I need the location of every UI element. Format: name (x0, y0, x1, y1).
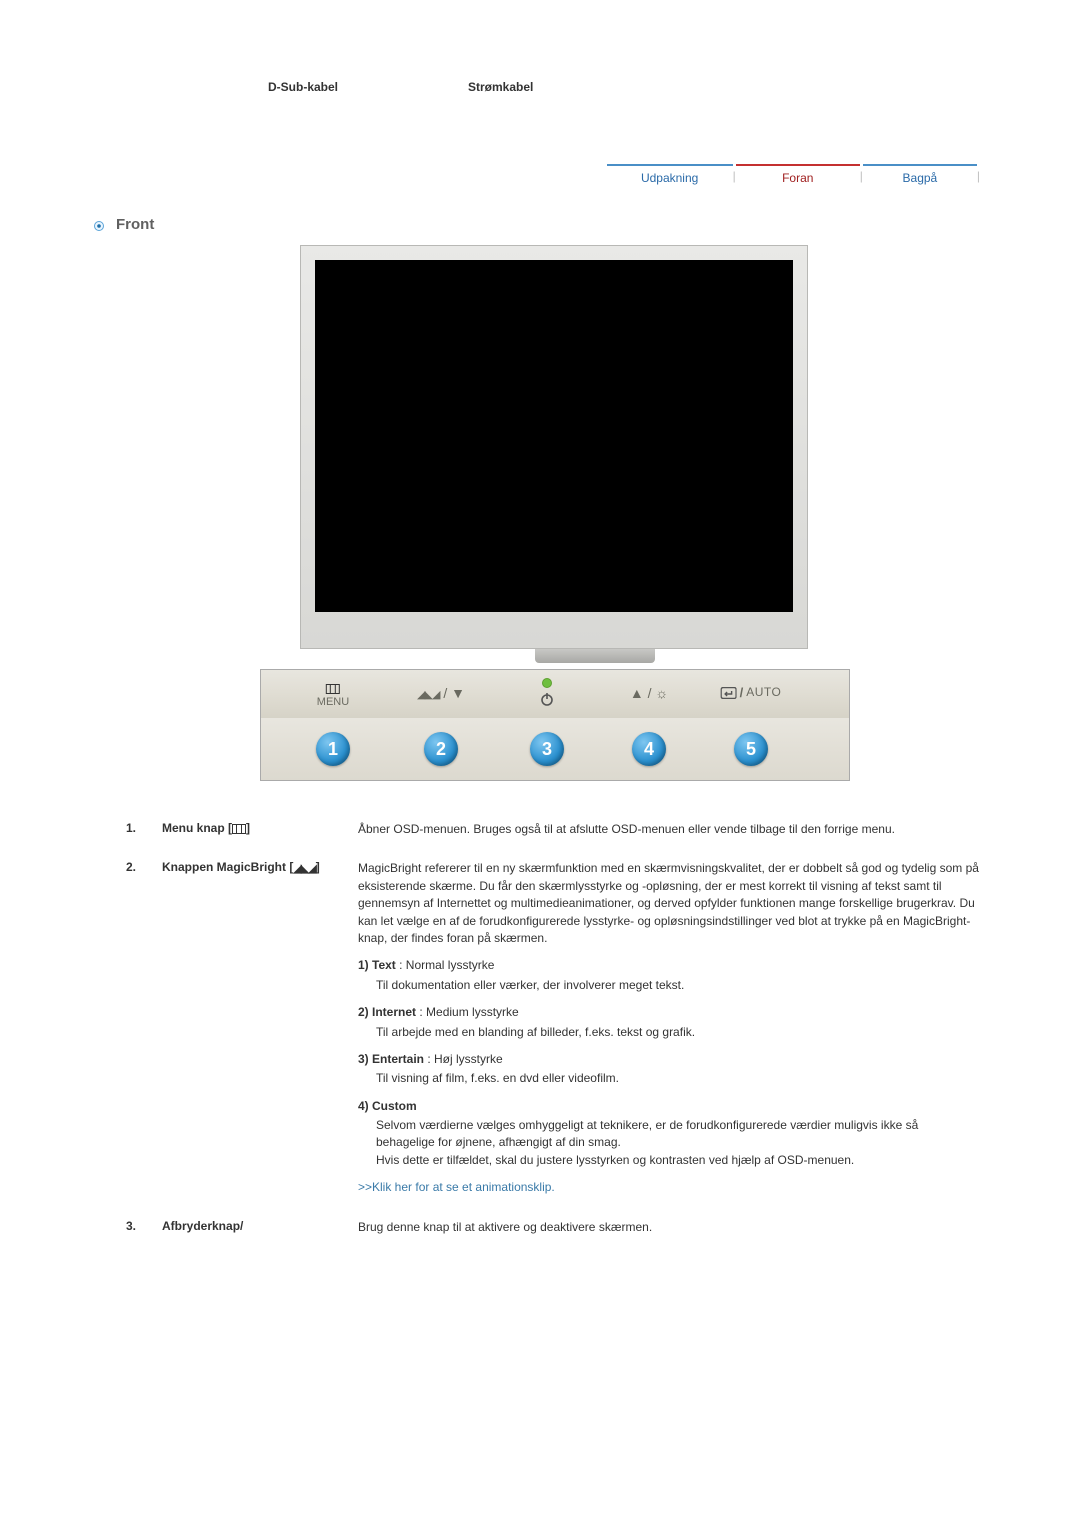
mode-custom-head: 4) Custom (358, 1098, 980, 1115)
menu-icon (317, 680, 349, 695)
def-desc-2-main: MagicBright refererer til en ny skærmfun… (358, 860, 980, 947)
bezel-brand (315, 626, 317, 635)
mode-custom-body: Selvom værdierne vælges omhyggeligt at t… (376, 1117, 980, 1169)
monitor-bezel (300, 245, 808, 649)
bullet-icon (94, 220, 104, 230)
def-term-2-after: ] (316, 860, 320, 874)
badge-3: 3 (530, 732, 564, 766)
tab-foran[interactable]: Foran (736, 164, 860, 191)
monitor-bezel-bottom (315, 620, 793, 640)
button-power[interactable] (539, 678, 555, 710)
label-dsub: D-Sub-kabel (268, 80, 338, 94)
def-num-3: 3. (126, 1219, 156, 1236)
panel-top: MENU ◢◣◢ / ▼ (261, 670, 849, 718)
monitor-figure: MENU ◢◣◢ / ▼ (100, 245, 980, 781)
section-header: Front (100, 216, 980, 233)
label-power-cable: Strømkabel (468, 80, 533, 94)
mode-text-head-bold: 1) Text (358, 958, 396, 972)
bezel-ctrls (553, 626, 555, 635)
tab-udpakning[interactable]: Udpakning (607, 164, 733, 191)
mode-entertain-body: Til visning af film, f.eks. en dvd eller… (376, 1070, 980, 1087)
def-term-3: Afbryderknap/ (162, 1219, 352, 1236)
def-desc-3: Brug denne knap til at aktivere og deakt… (358, 1219, 980, 1236)
mode-entertain-head-rest: : Høj lysstyrke (424, 1052, 503, 1066)
mode-text-head: 1) Text : Normal lysstyrke (358, 957, 980, 974)
mode-custom-head-bold: 4) Custom (358, 1099, 417, 1113)
power-icon (539, 691, 555, 710)
tabs-row: Udpakning | Foran | Bagpå | (100, 164, 980, 191)
badge-2: 2 (424, 732, 458, 766)
mode-custom: 4) Custom Selvom værdierne vælges omhygg… (358, 1098, 980, 1170)
definitions-list: 1. Menu knap [] Åbner OSD-menuen. Bruges… (126, 821, 980, 1236)
def-term-1: Menu knap [] (162, 821, 352, 838)
button-enter-auto[interactable]: / AUTO (721, 686, 782, 702)
menu-icon (232, 824, 246, 834)
top-labels-row: D-Sub-kabel Strømkabel (100, 80, 980, 94)
magicbright-down-icon: ◢◣◢ / ▼ (417, 686, 465, 701)
def-term-1-after: ] (246, 821, 250, 835)
mode-internet-head-rest: : Medium lysstyrke (416, 1005, 519, 1019)
magicbright-icon: ◢◣◢ (293, 862, 315, 875)
up-brightness-icon: ▲ / ☼ (630, 686, 668, 701)
mode-entertain-head: 3) Entertain : Høj lysstyrke (358, 1051, 980, 1068)
controls-panel: MENU ◢◣◢ / ▼ (260, 669, 850, 781)
tab-bagpa[interactable]: Bagpå (863, 164, 977, 191)
page: D-Sub-kabel Strømkabel Udpakning | Foran… (0, 0, 1080, 1296)
mode-internet: 2) Internet : Medium lysstyrke Til arbej… (358, 1004, 980, 1041)
monitor-stand (535, 649, 655, 663)
animation-link[interactable]: >>Klik her for at se et animationsklip. (358, 1179, 980, 1196)
mode-text-head-rest: : Normal lysstyrke (396, 958, 495, 972)
badge-4: 4 (632, 732, 666, 766)
def-num-2: 2. (126, 860, 156, 1196)
def-term-2: Knappen MagicBright [◢◣◢] (162, 860, 352, 1196)
mode-internet-body: Til arbejde med en blanding af billeder,… (376, 1024, 980, 1041)
section-title: Front (116, 216, 154, 233)
monitor-outer: MENU ◢◣◢ / ▼ (300, 245, 890, 781)
def-term-2-text: Knappen MagicBright [ (162, 860, 293, 874)
menu-label: MENU (317, 696, 349, 708)
enter-auto-icon: / AUTO (721, 686, 782, 700)
button-up-brightness[interactable]: ▲ / ☼ (630, 686, 668, 701)
power-led-icon (542, 678, 552, 688)
mode-text-body: Til dokumentation eller værker, der invo… (376, 977, 980, 994)
mode-entertain-head-bold: 3) Entertain (358, 1052, 424, 1066)
badge-1: 1 (316, 732, 350, 766)
monitor-screen (315, 260, 793, 612)
bezel-right (791, 626, 793, 635)
def-desc-2: MagicBright refererer til en ny skærmfun… (358, 860, 980, 1196)
button-magicbright-down[interactable]: ◢◣◢ / ▼ (417, 686, 465, 701)
button-menu[interactable]: MENU (317, 680, 349, 707)
mode-entertain: 3) Entertain : Høj lysstyrke Til visning… (358, 1051, 980, 1088)
auto-label: AUTO (746, 686, 781, 699)
mode-internet-head: 2) Internet : Medium lysstyrke (358, 1004, 980, 1021)
mode-internet-head-bold: 2) Internet (358, 1005, 416, 1019)
mode-text: 1) Text : Normal lysstyrke Til dokumenta… (358, 957, 980, 994)
panel-bottom: 1 2 3 4 5 (261, 718, 849, 780)
badge-5: 5 (734, 732, 768, 766)
def-term-1-text: Menu knap [ (162, 821, 232, 835)
def-desc-1: Åbner OSD-menuen. Bruges også til at afs… (358, 821, 980, 838)
def-num-1: 1. (126, 821, 156, 838)
tab-separator: | (977, 164, 980, 191)
